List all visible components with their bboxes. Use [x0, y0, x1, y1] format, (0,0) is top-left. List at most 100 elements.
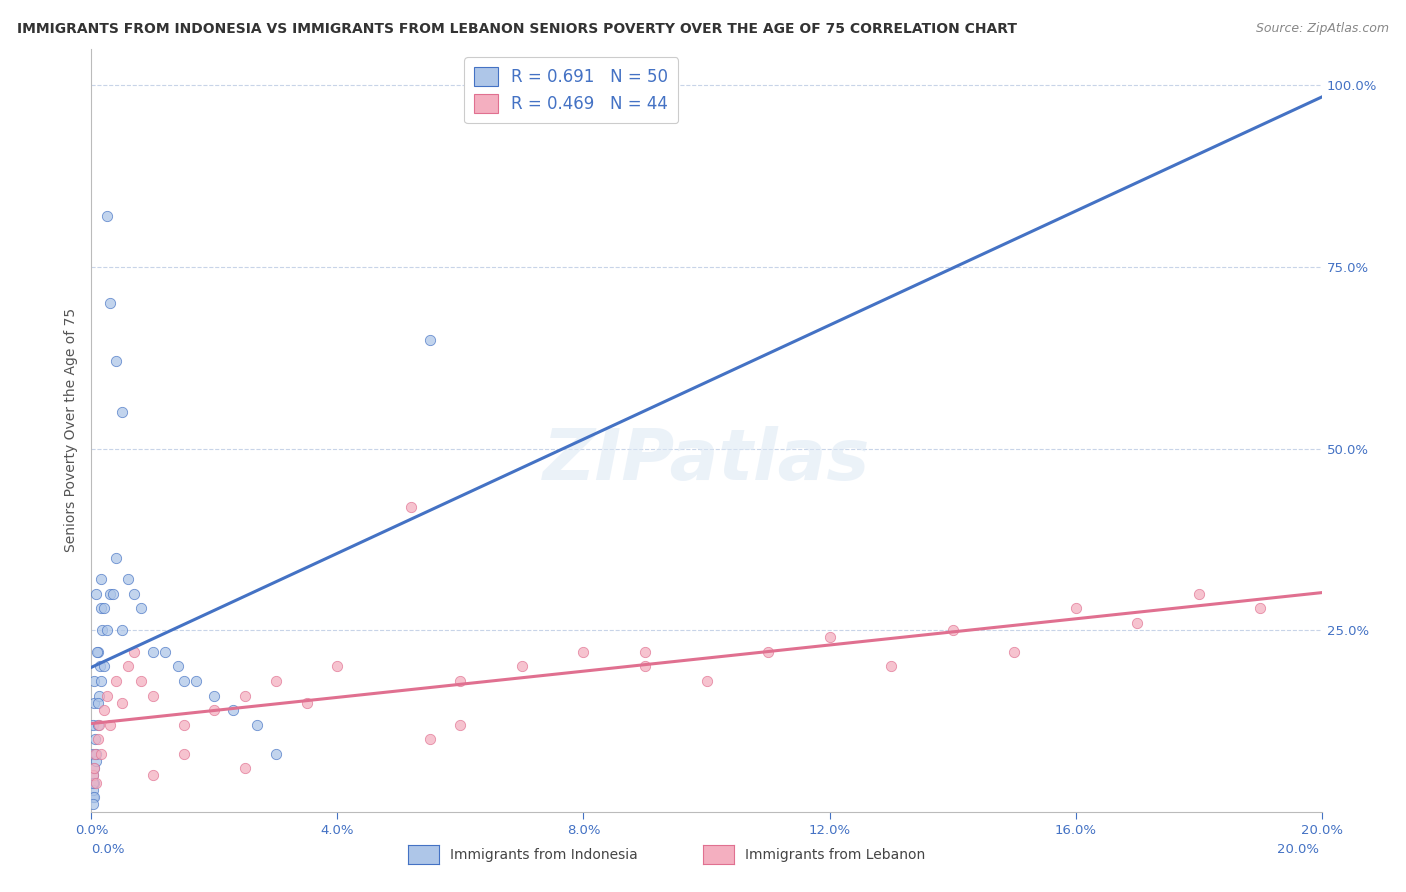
- Point: [83, 761, 105, 775]
- Point: [101, 587, 124, 601]
- Point: [166, 659, 188, 673]
- Point: [86, 645, 108, 659]
- Point: [222, 703, 245, 717]
- Point: [105, 673, 127, 688]
- Point: [82, 768, 104, 782]
- Point: [86, 747, 108, 761]
- Point: [202, 703, 225, 717]
- Point: [818, 631, 841, 645]
- Point: [87, 689, 110, 703]
- Point: [84, 747, 107, 761]
- Point: [86, 717, 108, 731]
- Point: [83, 696, 105, 710]
- Point: [173, 717, 195, 731]
- Point: [142, 768, 165, 782]
- Text: Immigrants from Lebanon: Immigrants from Lebanon: [745, 847, 925, 862]
- Point: [98, 296, 121, 310]
- Point: [83, 673, 105, 688]
- Point: [82, 717, 104, 731]
- Point: [96, 623, 118, 637]
- Point: [124, 587, 146, 601]
- Point: [295, 696, 318, 710]
- Point: [449, 717, 471, 731]
- Point: [84, 732, 107, 747]
- Point: [91, 623, 114, 637]
- Legend: R = 0.691   N = 50, R = 0.469   N = 44: R = 0.691 N = 50, R = 0.469 N = 44: [464, 57, 678, 123]
- Point: [82, 775, 104, 789]
- Y-axis label: Seniors Poverty Over the Age of 75: Seniors Poverty Over the Age of 75: [65, 309, 79, 552]
- Point: [1249, 601, 1271, 615]
- Point: [572, 645, 595, 659]
- Point: [634, 645, 657, 659]
- Point: [105, 354, 127, 368]
- Point: [233, 761, 256, 775]
- Point: [117, 659, 139, 673]
- Point: [90, 673, 112, 688]
- Point: [82, 768, 104, 782]
- Point: [419, 732, 441, 747]
- Point: [82, 797, 104, 812]
- Point: [184, 673, 207, 688]
- Point: [942, 623, 965, 637]
- Point: [84, 754, 107, 768]
- Point: [326, 659, 349, 673]
- Point: [83, 790, 105, 805]
- Point: [124, 645, 146, 659]
- Point: [399, 500, 422, 514]
- Point: [142, 689, 165, 703]
- Point: [93, 703, 115, 717]
- Point: [96, 209, 118, 223]
- Point: [90, 747, 112, 761]
- Point: [510, 659, 533, 673]
- Point: [246, 717, 269, 731]
- Point: [129, 673, 152, 688]
- Text: Immigrants from Indonesia: Immigrants from Indonesia: [450, 847, 638, 862]
- Point: [98, 587, 121, 601]
- Point: [233, 689, 256, 703]
- Point: [86, 775, 108, 789]
- Point: [90, 601, 112, 615]
- Point: [86, 696, 108, 710]
- Point: [93, 601, 115, 615]
- Point: [90, 572, 112, 586]
- Point: [111, 405, 134, 419]
- Point: [82, 747, 104, 761]
- Point: [111, 696, 134, 710]
- Point: [98, 717, 121, 731]
- Point: [756, 645, 779, 659]
- Point: [696, 673, 718, 688]
- Text: ZIPatlas: ZIPatlas: [543, 426, 870, 495]
- Point: [419, 333, 441, 347]
- Point: [1187, 587, 1209, 601]
- Point: [634, 659, 657, 673]
- Text: IMMIGRANTS FROM INDONESIA VS IMMIGRANTS FROM LEBANON SENIORS POVERTY OVER THE AG: IMMIGRANTS FROM INDONESIA VS IMMIGRANTS …: [17, 22, 1017, 37]
- Point: [264, 747, 287, 761]
- Point: [105, 550, 127, 565]
- Point: [87, 717, 110, 731]
- Text: 0.0%: 0.0%: [91, 843, 125, 855]
- Point: [86, 645, 108, 659]
- Point: [83, 775, 105, 789]
- Point: [111, 623, 134, 637]
- Text: 20.0%: 20.0%: [1277, 843, 1319, 855]
- Point: [86, 732, 108, 747]
- Point: [82, 783, 104, 797]
- Point: [880, 659, 903, 673]
- Point: [86, 587, 108, 601]
- Point: [202, 689, 225, 703]
- Point: [129, 601, 152, 615]
- Point: [449, 673, 471, 688]
- Point: [173, 673, 195, 688]
- Text: Source: ZipAtlas.com: Source: ZipAtlas.com: [1256, 22, 1389, 36]
- Point: [82, 790, 104, 805]
- Point: [83, 761, 105, 775]
- Point: [142, 645, 165, 659]
- Point: [1002, 645, 1025, 659]
- Point: [96, 689, 118, 703]
- Point: [153, 645, 177, 659]
- Point: [1064, 601, 1087, 615]
- Point: [93, 659, 115, 673]
- Point: [89, 659, 111, 673]
- Point: [264, 673, 287, 688]
- Point: [173, 747, 195, 761]
